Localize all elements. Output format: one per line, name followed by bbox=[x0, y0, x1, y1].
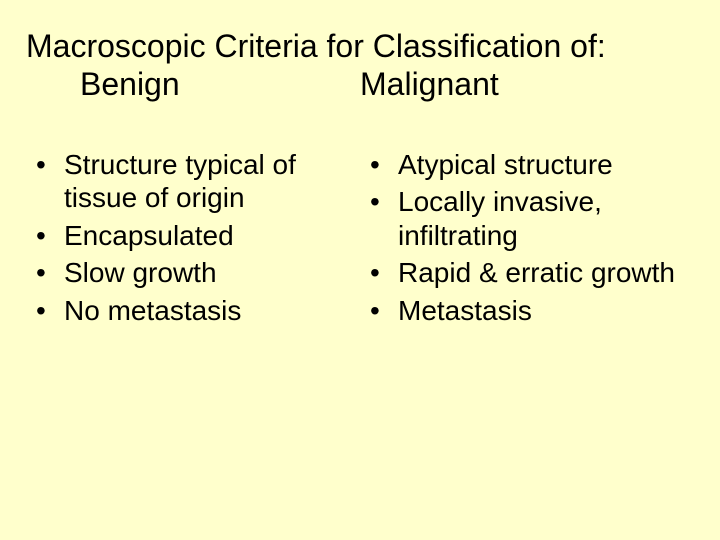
list-item: • Atypical structure bbox=[364, 148, 698, 182]
bullet-icon: • bbox=[364, 148, 398, 182]
list-item: • Encapsulated bbox=[30, 219, 340, 253]
bullet-icon: • bbox=[364, 294, 398, 328]
benign-column: • Structure typical of tissue of origin … bbox=[0, 148, 348, 332]
slide: Macroscopic Criteria for Classification … bbox=[0, 0, 720, 540]
slide-title-line2: Benign Malignant bbox=[0, 66, 720, 104]
malignant-column: • Atypical structure • Locally invasive,… bbox=[348, 148, 708, 332]
bullet-text: Metastasis bbox=[398, 294, 698, 328]
bullet-icon: • bbox=[30, 219, 64, 253]
bullet-text: Rapid & erratic growth bbox=[398, 256, 698, 290]
bullet-text: Encapsulated bbox=[64, 219, 340, 253]
bullet-icon: • bbox=[364, 256, 398, 290]
bullet-icon: • bbox=[30, 256, 64, 290]
bullet-icon: • bbox=[30, 148, 64, 215]
list-item: • Slow growth bbox=[30, 256, 340, 290]
bullet-text: Slow growth bbox=[64, 256, 340, 290]
bullet-text: Atypical structure bbox=[398, 148, 698, 182]
list-item: • Rapid & erratic growth bbox=[364, 256, 698, 290]
list-item: • Metastasis bbox=[364, 294, 698, 328]
title-malignant: Malignant bbox=[320, 66, 499, 104]
list-item: • Structure typical of tissue of origin bbox=[30, 148, 340, 215]
bullet-text: Structure typical of tissue of origin bbox=[64, 148, 340, 215]
bullet-icon: • bbox=[30, 294, 64, 328]
bullet-icon: • bbox=[364, 185, 398, 252]
list-item: • No metastasis bbox=[30, 294, 340, 328]
slide-title-line1: Macroscopic Criteria for Classification … bbox=[0, 28, 720, 66]
title-benign: Benign bbox=[0, 66, 320, 104]
list-item: • Locally invasive, infiltrating bbox=[364, 185, 698, 252]
content-columns: • Structure typical of tissue of origin … bbox=[0, 148, 720, 332]
bullet-text: No metastasis bbox=[64, 294, 340, 328]
bullet-text: Locally invasive, infiltrating bbox=[398, 185, 698, 252]
